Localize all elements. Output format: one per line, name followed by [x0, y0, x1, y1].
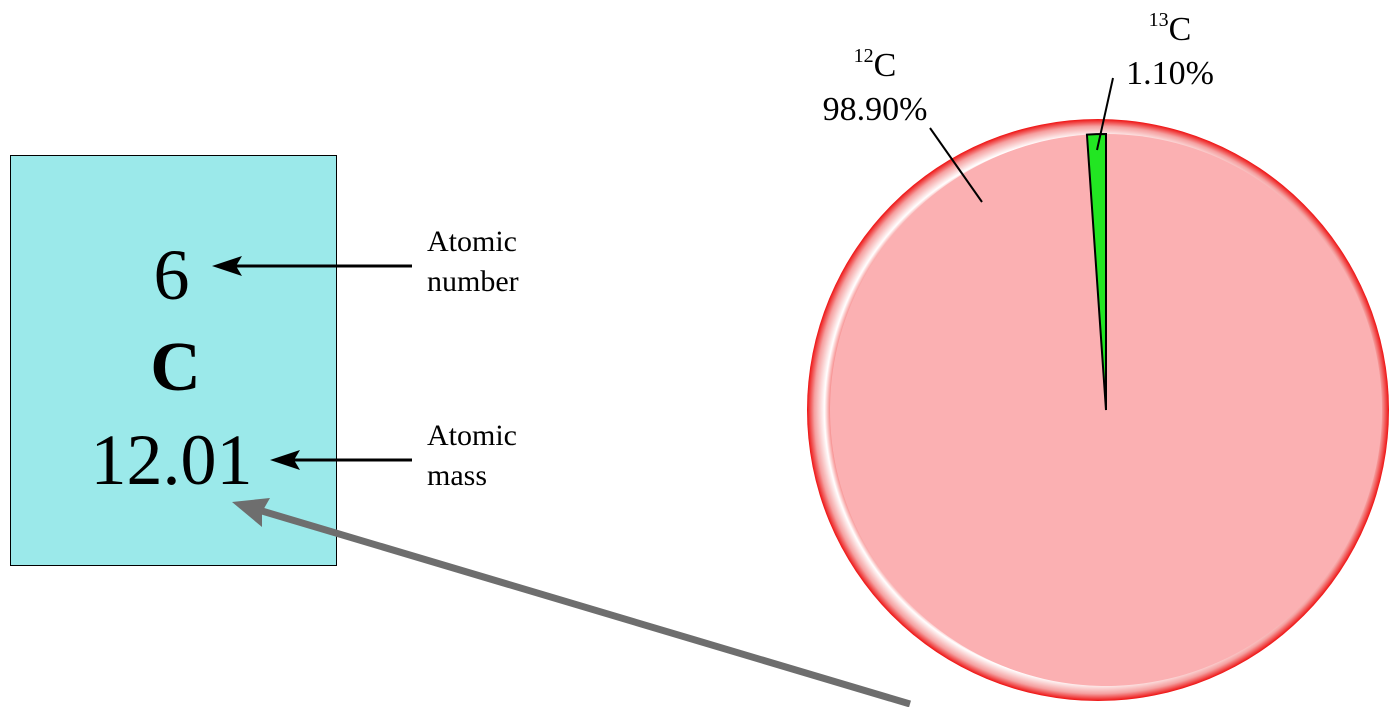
- c13-slice-label: 13C 1.10%: [1110, 9, 1230, 94]
- c12-leader-line: [929, 127, 983, 203]
- c13-symbol: C: [1168, 11, 1192, 48]
- callout-line-1: Atomic: [427, 419, 517, 452]
- c12-slice-label: 12C 98.90%: [805, 45, 945, 130]
- atomic-number-value: 6: [153, 235, 190, 315]
- callout-line-1: Atomic: [427, 225, 517, 258]
- c12-percent: 98.90%: [822, 91, 928, 128]
- atomic-number-callout: Atomic number: [427, 222, 519, 302]
- element-tile: 6 C 12.01: [10, 155, 337, 566]
- c13-leader-line: [1096, 77, 1114, 151]
- element-symbol: C: [150, 329, 201, 406]
- c13-percent: 1.10%: [1126, 55, 1214, 92]
- pointer-arrow: [232, 498, 911, 707]
- c13-mass-number: 13: [1148, 9, 1169, 31]
- atomic-mass-callout: Atomic mass: [427, 416, 517, 496]
- atomic-mass-arrow: [270, 450, 412, 470]
- atomic-number-arrow: [212, 256, 412, 276]
- callout-line-2: mass: [427, 459, 487, 492]
- callout-line-2: number: [427, 265, 519, 298]
- c12-mass-number: 12: [853, 45, 874, 67]
- isotope-pie-chart: [807, 119, 1389, 701]
- atomic-mass-value: 12.01: [90, 420, 253, 500]
- c12-symbol: C: [873, 47, 897, 84]
